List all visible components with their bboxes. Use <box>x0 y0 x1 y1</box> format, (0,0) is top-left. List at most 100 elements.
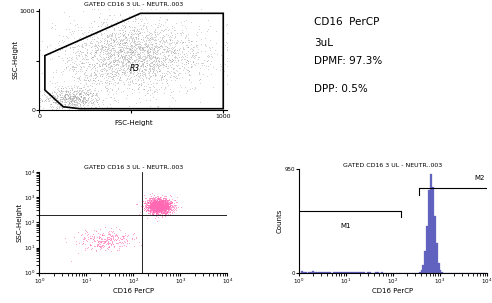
Point <box>148 198 156 203</box>
Point <box>88 38 95 43</box>
Point <box>155 201 163 205</box>
Point <box>111 79 119 84</box>
Point <box>80 91 88 96</box>
Point <box>167 50 175 55</box>
Point <box>152 196 159 201</box>
Point <box>170 28 178 32</box>
Point <box>155 204 163 209</box>
Point <box>143 208 151 213</box>
Point <box>154 197 161 201</box>
Point <box>127 52 135 56</box>
Point <box>119 28 126 32</box>
Point <box>156 202 164 207</box>
Point <box>122 35 129 39</box>
Point <box>170 205 178 210</box>
Point <box>137 63 145 68</box>
Point <box>59 39 66 44</box>
Point <box>160 202 168 207</box>
Point <box>53 100 61 105</box>
Point <box>149 207 156 211</box>
Point <box>171 43 179 48</box>
Point <box>94 23 102 28</box>
Point <box>108 43 116 48</box>
Point <box>147 57 154 62</box>
Point <box>147 204 154 208</box>
Point <box>85 245 92 250</box>
Point <box>156 44 164 49</box>
Point <box>154 200 162 205</box>
Point <box>155 208 163 212</box>
Point <box>157 205 165 209</box>
Point <box>151 205 158 209</box>
Point <box>153 205 161 210</box>
Point <box>90 81 97 85</box>
Point <box>156 206 164 211</box>
Point <box>145 198 153 202</box>
Point <box>156 203 164 208</box>
Point <box>151 205 158 209</box>
Point <box>125 46 133 51</box>
Point <box>97 72 105 77</box>
Point <box>118 64 125 68</box>
Point <box>133 78 141 82</box>
Point <box>183 33 190 38</box>
Point <box>57 94 65 99</box>
Point <box>153 199 160 204</box>
Point <box>112 238 120 242</box>
Point <box>153 200 161 205</box>
Point <box>47 101 55 106</box>
Point <box>154 196 162 201</box>
Point <box>158 204 166 209</box>
Point <box>124 66 132 71</box>
Point <box>152 68 160 72</box>
Point <box>150 211 157 215</box>
Point <box>148 205 155 210</box>
Point <box>102 238 110 243</box>
Point <box>83 51 91 55</box>
Point <box>157 38 165 43</box>
Point <box>94 36 102 41</box>
Point <box>92 72 100 76</box>
Point <box>151 22 159 27</box>
Point <box>153 209 161 214</box>
Point <box>153 196 161 201</box>
Point <box>116 74 124 79</box>
Point <box>147 204 154 208</box>
Point <box>114 50 122 55</box>
Point <box>121 69 129 74</box>
Point <box>213 41 220 45</box>
Point <box>152 208 159 213</box>
Point <box>41 93 49 98</box>
Point <box>148 42 156 46</box>
Point <box>152 205 160 210</box>
Point <box>61 49 69 54</box>
Point <box>153 204 160 208</box>
Point <box>148 53 155 58</box>
Point <box>103 41 111 46</box>
Point <box>152 37 159 42</box>
Point <box>79 36 87 41</box>
Point <box>120 56 128 61</box>
Point <box>169 57 177 62</box>
Point <box>156 210 164 215</box>
Point <box>128 63 136 68</box>
Point <box>96 54 104 59</box>
Point <box>110 39 118 44</box>
Point <box>124 52 132 57</box>
Point <box>111 33 119 38</box>
Point <box>154 103 162 108</box>
Point <box>132 235 140 240</box>
Point <box>147 209 155 214</box>
Point <box>156 204 164 209</box>
Point <box>79 241 87 245</box>
Point <box>150 66 158 71</box>
Point <box>68 94 76 99</box>
Point <box>159 200 167 205</box>
Point <box>189 50 197 55</box>
Point <box>157 201 165 206</box>
Point <box>59 97 67 102</box>
Bar <box>426 225 428 273</box>
Point <box>103 23 111 28</box>
Point <box>150 47 157 52</box>
Point <box>158 206 166 211</box>
